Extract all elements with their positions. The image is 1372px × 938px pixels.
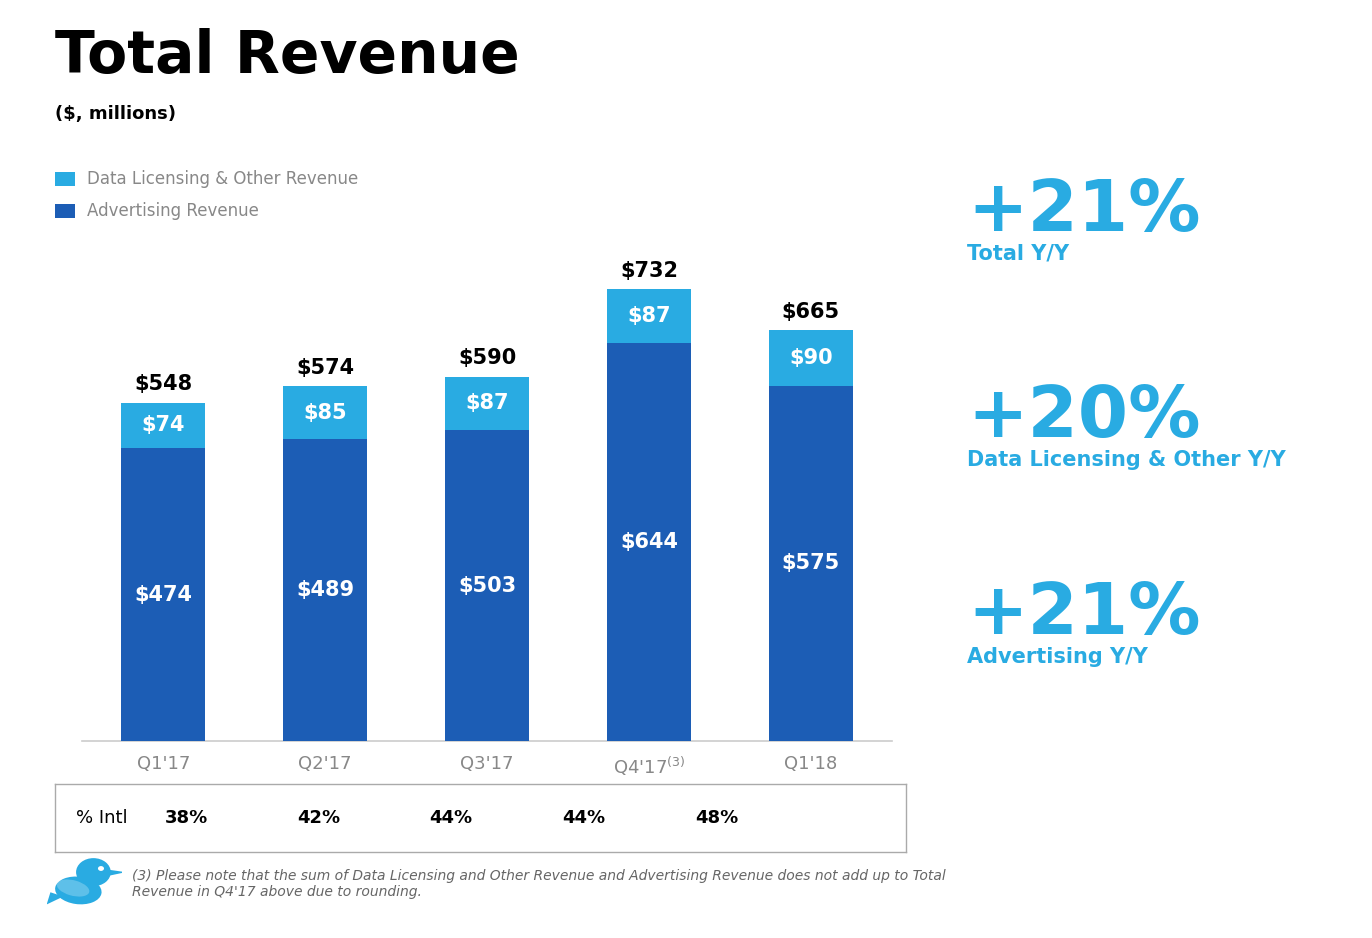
Circle shape [97, 866, 104, 870]
Circle shape [75, 858, 111, 886]
Text: 48%: 48% [696, 809, 738, 827]
Bar [445, 431, 530, 741]
Bar [606, 290, 691, 343]
Text: $74: $74 [141, 416, 185, 435]
Text: Total Revenue: Total Revenue [55, 28, 520, 85]
Text: +21%: +21% [967, 580, 1200, 649]
Text: 38%: 38% [165, 809, 209, 827]
Bar [768, 386, 853, 741]
Text: 42%: 42% [296, 809, 340, 827]
Text: $665: $665 [782, 302, 840, 322]
Text: $548: $548 [134, 374, 192, 394]
Text: $732: $732 [620, 261, 678, 280]
PathPatch shape [108, 870, 126, 876]
Text: 44%: 44% [429, 809, 472, 827]
Text: $575: $575 [782, 553, 840, 573]
Text: $644: $644 [620, 532, 678, 552]
Bar [606, 343, 691, 741]
Text: Data Licensing & Other Y/Y: Data Licensing & Other Y/Y [967, 449, 1286, 470]
Text: +21%: +21% [967, 176, 1200, 246]
Text: $90: $90 [789, 348, 833, 368]
Text: $474: $474 [134, 584, 192, 605]
Text: $85: $85 [303, 402, 347, 423]
Text: $503: $503 [458, 576, 516, 596]
Text: Advertising Revenue: Advertising Revenue [86, 202, 259, 220]
Text: Total Y/Y: Total Y/Y [967, 243, 1069, 264]
PathPatch shape [47, 892, 63, 904]
Bar [283, 439, 368, 741]
Bar [445, 376, 530, 431]
Text: $87: $87 [465, 393, 509, 414]
Text: +20%: +20% [967, 383, 1200, 452]
Text: Advertising Y/Y: Advertising Y/Y [967, 646, 1148, 667]
Ellipse shape [56, 880, 89, 897]
Text: ($, millions): ($, millions) [55, 105, 176, 123]
Text: 44%: 44% [563, 809, 605, 827]
Text: % Intl: % Intl [77, 809, 128, 827]
Text: Data Licensing & Other Revenue: Data Licensing & Other Revenue [86, 170, 358, 188]
Bar [768, 330, 853, 386]
Text: $574: $574 [296, 357, 354, 378]
Bar [121, 448, 206, 741]
Bar [283, 386, 368, 439]
FancyBboxPatch shape [55, 172, 75, 186]
Text: (3) Please note that the sum of Data Licensing and Other Revenue and Advertising: (3) Please note that the sum of Data Lic… [132, 869, 945, 899]
Bar [121, 402, 206, 448]
FancyBboxPatch shape [55, 204, 75, 218]
Text: $590: $590 [458, 348, 516, 368]
Text: $87: $87 [627, 307, 671, 326]
Text: $489: $489 [296, 580, 354, 600]
Ellipse shape [55, 876, 102, 904]
